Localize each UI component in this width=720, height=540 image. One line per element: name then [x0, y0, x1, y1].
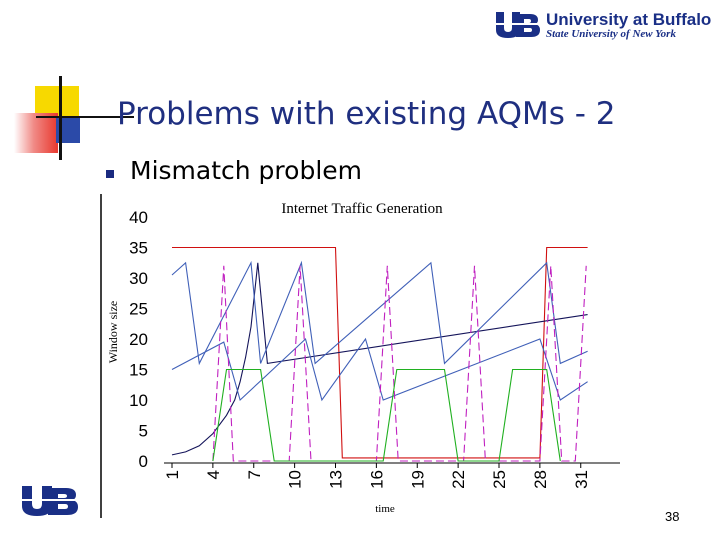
y-axis-label: Window size — [106, 301, 120, 364]
series-line-1 — [172, 246, 588, 459]
y-tick-label: 15 — [129, 361, 148, 380]
x-tick-label: 16 — [367, 470, 386, 489]
y-tick-label: 20 — [129, 330, 148, 349]
y-tick-label: 25 — [129, 300, 148, 319]
deco-horizontal-line — [36, 116, 134, 118]
series-line-4 — [171, 337, 588, 402]
x-tick-label: 7 — [245, 470, 264, 479]
slide-title: Problems with existing AQMs - 2 — [117, 96, 616, 132]
x-tick-labels: 1 4 7 10 13 16 19 22 25 28 31 — [163, 463, 591, 489]
logo-line-1: University at Buffalo — [546, 10, 712, 29]
series-lines — [171, 246, 588, 462]
bullet-text: Mismatch problem — [130, 156, 362, 185]
y-tick-label: 5 — [139, 422, 148, 441]
y-tick-label: 10 — [129, 391, 148, 410]
x-tick-label: 13 — [327, 470, 346, 489]
x-tick-label: 4 — [204, 470, 223, 479]
x-tick-label: 1 — [163, 470, 182, 479]
y-tick-label: 40 — [129, 208, 148, 227]
university-logo: University at Buffalo State University o… — [494, 10, 712, 42]
window-size-chart: Internet Traffic Generation Window size … — [100, 194, 620, 518]
series-line-6 — [212, 368, 561, 462]
y-tick-label: 0 — [139, 452, 148, 471]
chart-title: Internet Traffic Generation — [281, 201, 443, 217]
x-axis-label: time — [375, 503, 395, 515]
page-number: 38 — [665, 509, 680, 524]
series-line-2 — [171, 262, 588, 456]
series-line-3 — [171, 260, 588, 366]
x-tick-label: 19 — [408, 470, 427, 489]
y-tick-label: 30 — [129, 269, 148, 288]
logo-line-2: State University of New York — [546, 28, 676, 40]
x-tick-label: 22 — [449, 470, 468, 489]
x-tick-label: 25 — [490, 470, 509, 489]
y-tick-labels: 0 5 10 15 20 25 30 35 40 — [129, 208, 148, 471]
deco-vertical-line — [59, 76, 62, 160]
ub-logo-icon — [494, 12, 542, 38]
deco-red-square — [14, 113, 58, 153]
x-tick-label: 10 — [286, 470, 305, 489]
x-tick-label: 31 — [572, 470, 591, 489]
ub-footer-logo-icon — [20, 486, 82, 516]
bullet-square-icon — [106, 170, 114, 178]
series-line-5 — [212, 265, 587, 462]
x-tick-label: 28 — [531, 470, 550, 489]
y-tick-label: 35 — [129, 239, 148, 258]
